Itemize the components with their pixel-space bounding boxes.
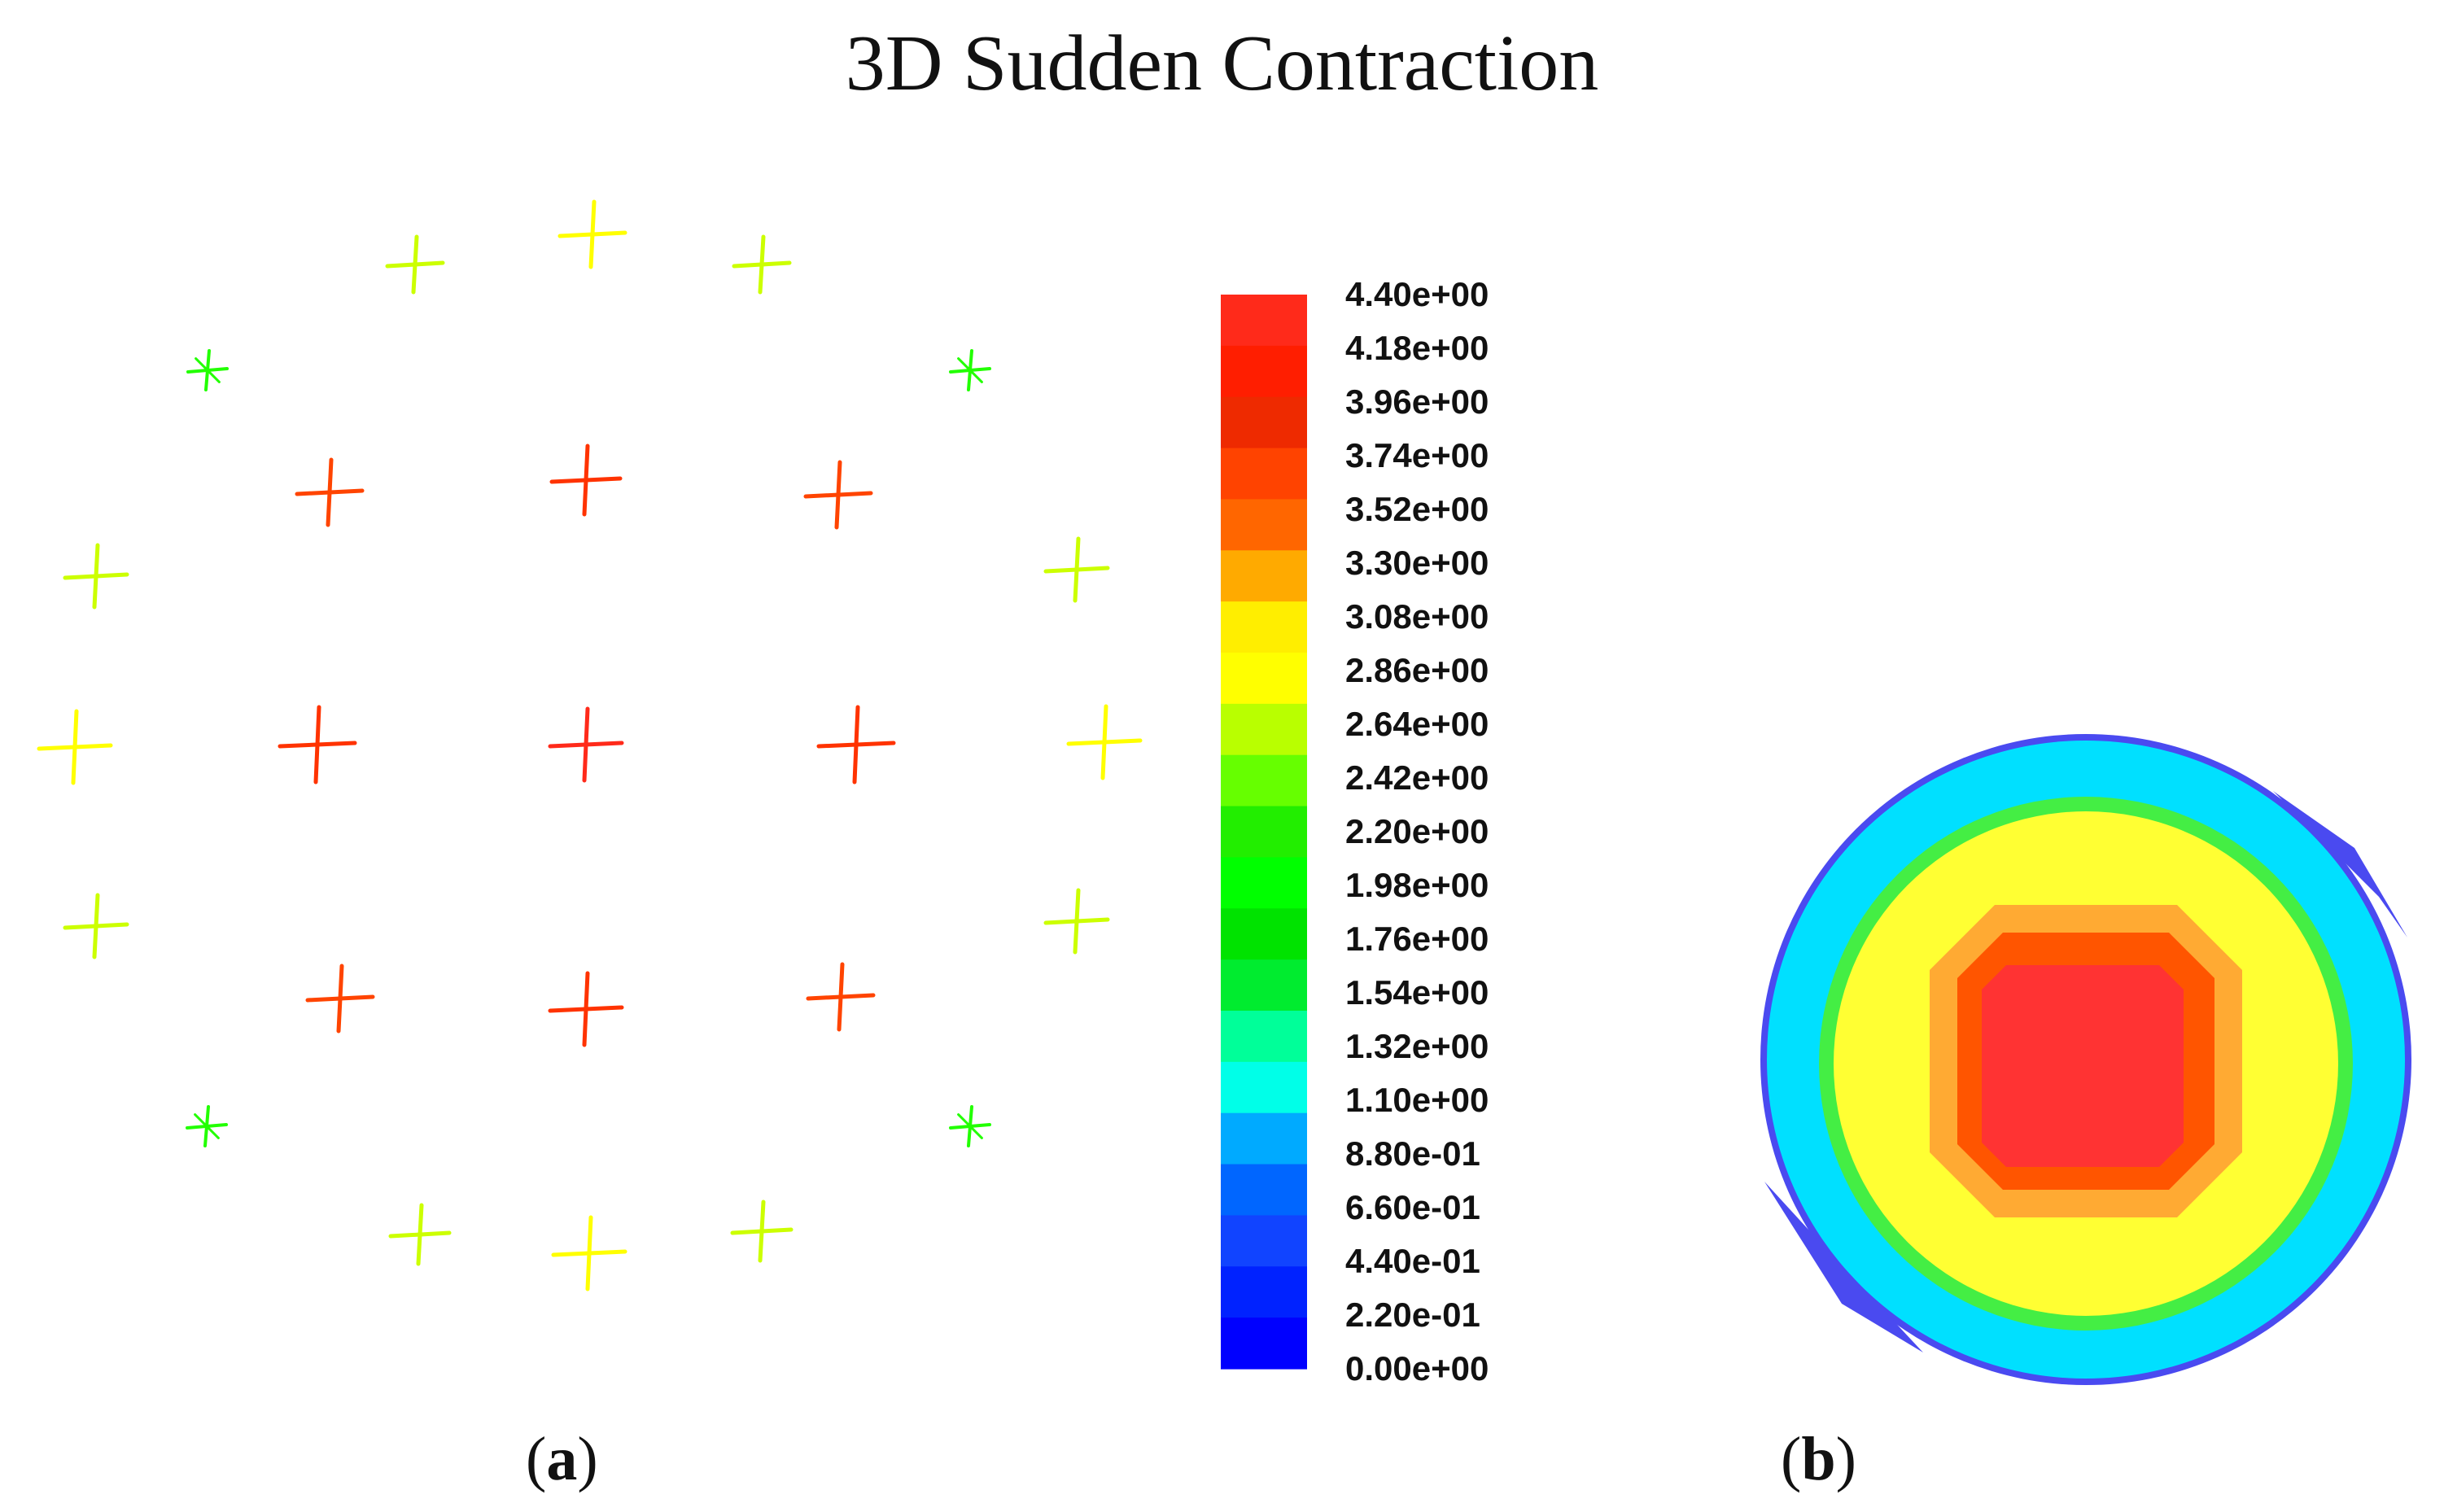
colorbar — [1221, 295, 1307, 1370]
colorbar-segment — [1221, 653, 1307, 705]
colorbar-segment — [1221, 857, 1307, 909]
vector-marker — [949, 349, 991, 391]
colorbar-tick-label: 3.08e+00 — [1345, 597, 1489, 636]
colorbar-segment — [1221, 1266, 1307, 1318]
caption-a-letter: a — [546, 1425, 578, 1493]
caption-b-letter: b — [1801, 1425, 1836, 1493]
vector-marker — [548, 706, 624, 783]
vector-marker — [63, 543, 129, 610]
colorbar-tick-label: 3.96e+00 — [1345, 382, 1489, 421]
colorbar-tick-label: 2.64e+00 — [1345, 705, 1489, 743]
colorbar-tick-label: 3.52e+00 — [1345, 490, 1489, 528]
colorbar-labels: 4.40e+00 4.18e+00 3.96e+00 3.74e+00 3.52e+00… — [1345, 275, 1489, 1387]
vector-marker — [295, 457, 365, 527]
contour-band-red — [1982, 965, 2184, 1167]
caption-b-close: ) — [1835, 1425, 1856, 1493]
vector-marker — [278, 705, 357, 784]
vector-marker — [186, 349, 229, 391]
vector-marker — [37, 709, 113, 785]
caption-a: (a) — [526, 1424, 598, 1495]
colorbar-tick-label: 2.20e-01 — [1345, 1296, 1480, 1334]
vector-marker — [1043, 888, 1110, 955]
vector-marker — [385, 234, 445, 295]
colorbar-tick-label: 3.30e+00 — [1345, 544, 1489, 582]
colorbar-segment — [1221, 754, 1307, 807]
vector-marker — [816, 705, 896, 784]
colorbar-tick-label: 1.76e+00 — [1345, 920, 1489, 958]
colorbar-segment — [1221, 345, 1307, 398]
colorbar-tick-label: 3.74e+00 — [1345, 436, 1489, 474]
caption-b: (b) — [1781, 1424, 1856, 1495]
vector-marker — [806, 962, 876, 1032]
colorbar-segment — [1221, 959, 1307, 1012]
vector-marker — [549, 444, 623, 517]
colorbar-segment — [1221, 1318, 1307, 1370]
colorbar-tick-label: 4.18e+00 — [1345, 329, 1489, 367]
colorbar-tick-label: 1.98e+00 — [1345, 866, 1489, 904]
colorbar-segment — [1221, 1061, 1307, 1114]
colorbar-segment — [1221, 1112, 1307, 1165]
colorbar-segment — [1221, 499, 1307, 551]
colorbar-segment — [1221, 806, 1307, 859]
vector-marker — [949, 1105, 991, 1147]
colorbar-segment — [1221, 396, 1307, 449]
colorbar-tick-label: 2.42e+00 — [1345, 758, 1489, 797]
colorbar-segment — [1221, 908, 1307, 960]
caption-a-close: ) — [577, 1425, 598, 1493]
figure-title: 3D Sudden Contraction — [845, 20, 1599, 107]
colorbar-segment — [1221, 601, 1307, 653]
vector-marker — [305, 964, 375, 1033]
vector-marker — [186, 1105, 228, 1147]
colorbar-tick-label: 0.00e+00 — [1345, 1349, 1489, 1387]
colorbar-tick-label: 2.20e+00 — [1345, 812, 1489, 850]
vector-marker — [388, 1203, 452, 1266]
colorbar-segment — [1221, 550, 1307, 602]
vector-marker — [63, 893, 129, 959]
vector-marker — [730, 1200, 794, 1263]
colorbar-tick-label: 6.60e-01 — [1345, 1188, 1480, 1226]
panel-a-vector-plot — [37, 199, 1143, 1291]
colorbar-segment — [1221, 448, 1307, 500]
colorbar-tick-label: 1.10e+00 — [1345, 1081, 1489, 1119]
colorbar-tick-label: 4.40e-01 — [1345, 1242, 1480, 1280]
vector-marker — [551, 1215, 627, 1291]
vector-marker — [557, 199, 627, 269]
vector-marker — [1043, 536, 1110, 603]
panel-b-contour-plot — [1760, 734, 2411, 1385]
vector-marker — [803, 460, 873, 530]
vector-marker — [732, 234, 792, 295]
colorbar-tick-label: 8.80e-01 — [1345, 1134, 1480, 1173]
colorbar-tick-label: 1.54e+00 — [1345, 973, 1489, 1012]
vector-marker — [548, 971, 624, 1047]
colorbar-tick-label: 4.40e+00 — [1345, 275, 1489, 313]
colorbar-segment — [1221, 703, 1307, 756]
vector-marker — [1066, 704, 1143, 780]
colorbar-segment — [1221, 1164, 1307, 1217]
colorbar-segment — [1221, 295, 1307, 347]
colorbar-segment — [1221, 1215, 1307, 1267]
colorbar-segment — [1221, 1011, 1307, 1063]
colorbar-tick-label: 2.86e+00 — [1345, 651, 1489, 689]
caption-a-open: ( — [526, 1425, 547, 1493]
caption-b-open: ( — [1781, 1425, 1802, 1493]
colorbar-tick-label: 1.32e+00 — [1345, 1027, 1489, 1065]
